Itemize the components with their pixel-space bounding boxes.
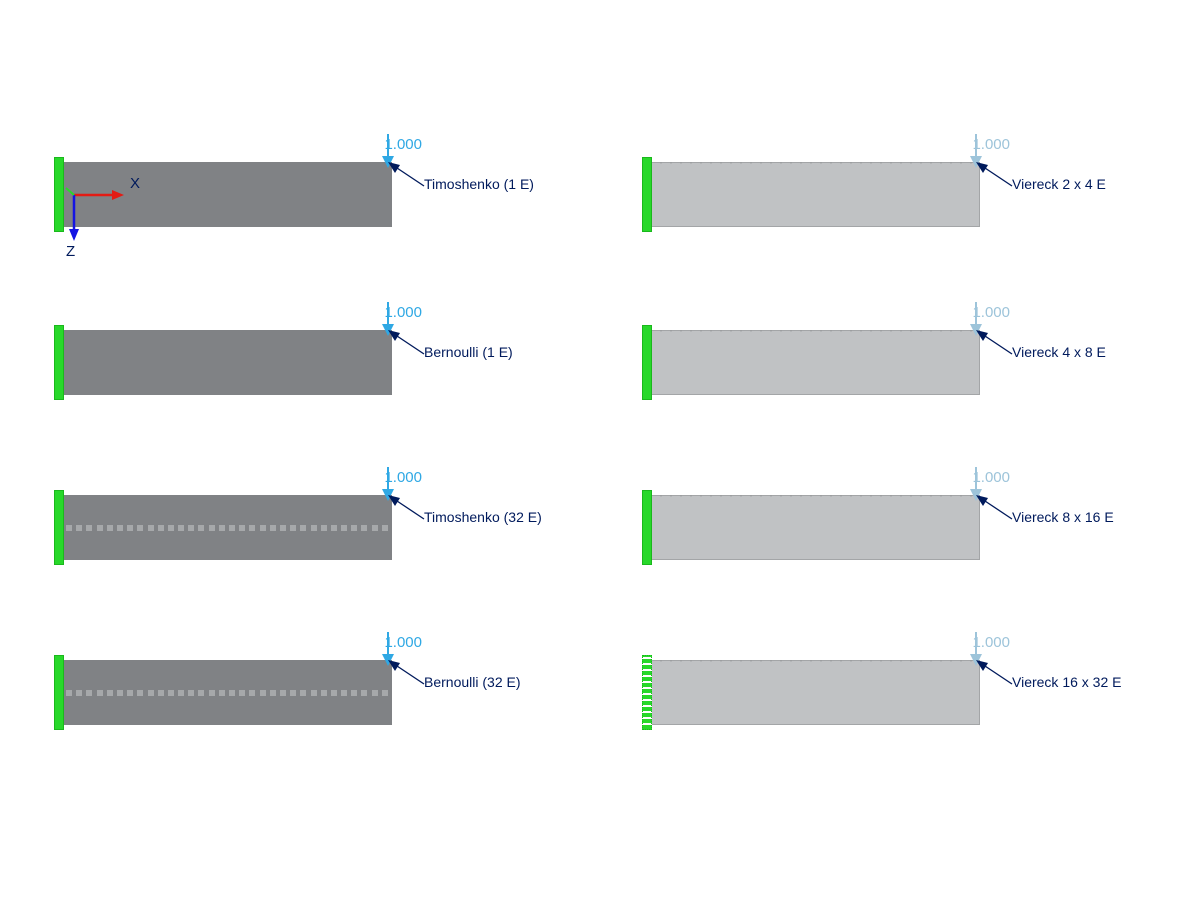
beam-panel: 1.000 Timoshenko (1 E) XZ xyxy=(62,162,592,287)
beam-body xyxy=(650,162,980,227)
fixed-support xyxy=(642,157,652,232)
annotation-arrow xyxy=(386,658,426,693)
annotation-arrow xyxy=(386,328,426,363)
element-nodes xyxy=(66,690,388,696)
panel-label: Viereck 4 x 8 E xyxy=(1012,344,1106,360)
beam-body xyxy=(62,330,392,395)
axis-z-label: Z xyxy=(66,243,75,260)
annotation-arrow xyxy=(974,658,1014,693)
fixed-support xyxy=(54,490,64,565)
annotation-arrow-icon xyxy=(974,328,1014,358)
panel-label: Viereck 16 x 32 E xyxy=(1012,674,1121,690)
annotation-arrow-icon xyxy=(974,493,1014,523)
beam-panel: 1.000 Bernoulli (1 E) xyxy=(62,330,592,455)
element-nodes xyxy=(66,525,388,531)
beam-panel: 1.000 Bernoulli (32 E) xyxy=(62,660,592,785)
annotation-arrow xyxy=(386,493,426,528)
beam-body xyxy=(650,330,980,395)
annotation-arrow xyxy=(974,493,1014,528)
beam-panel: 1.000 Timoshenko (32 E) xyxy=(62,495,592,620)
fixed-support xyxy=(642,325,652,400)
annotation-arrow xyxy=(386,160,426,195)
panel-label: Bernoulli (1 E) xyxy=(424,344,513,360)
annotation-arrow-icon xyxy=(386,658,426,688)
beam-body xyxy=(650,660,980,725)
fixed-support xyxy=(54,157,64,232)
annotation-arrow-icon xyxy=(974,160,1014,190)
beam-panel: 1.000 Viereck 8 x 16 E xyxy=(650,495,1180,620)
panel-label: Timoshenko (32 E) xyxy=(424,509,542,525)
annotation-arrow-icon xyxy=(386,493,426,523)
annotation-arrow xyxy=(974,160,1014,195)
fixed-support xyxy=(54,325,64,400)
fixed-support xyxy=(642,655,652,730)
coordinate-axes xyxy=(64,183,144,268)
panel-label: Viereck 8 x 16 E xyxy=(1012,509,1114,525)
annotation-arrow-icon xyxy=(386,328,426,358)
panel-label: Bernoulli (32 E) xyxy=(424,674,521,690)
axis-x-label: X xyxy=(130,175,140,192)
annotation-arrow-icon xyxy=(974,658,1014,688)
beam-panel: 1.000 Viereck 16 x 32 E xyxy=(650,660,1180,785)
beam-body xyxy=(650,495,980,560)
annotation-arrow xyxy=(974,328,1014,363)
panel-label: Timoshenko (1 E) xyxy=(424,176,534,192)
fixed-support xyxy=(642,490,652,565)
fixed-support xyxy=(54,655,64,730)
panel-label: Viereck 2 x 4 E xyxy=(1012,176,1106,192)
coordinate-axes-icon xyxy=(64,183,144,263)
annotation-arrow-icon xyxy=(386,160,426,190)
beam-panel: 1.000 Viereck 4 x 8 E xyxy=(650,330,1180,455)
beam-panel: 1.000 Viereck 2 x 4 E xyxy=(650,162,1180,287)
